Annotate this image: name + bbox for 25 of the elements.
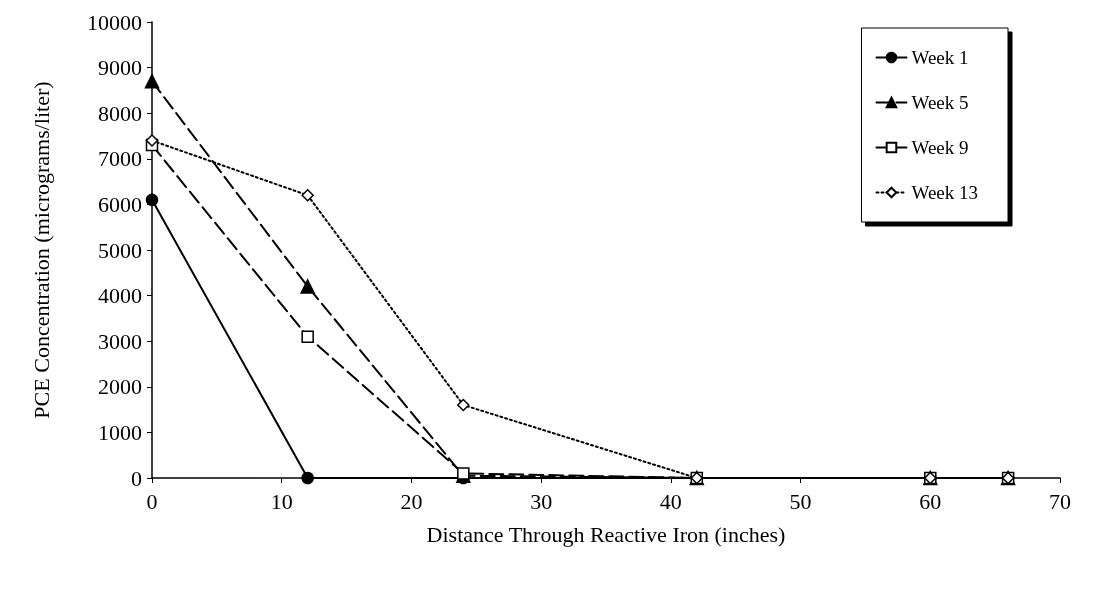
y-tick-label: 0 bbox=[131, 465, 142, 491]
y-tick-label: 8000 bbox=[98, 100, 142, 126]
x-tick-label: 70 bbox=[1049, 488, 1071, 514]
y-tick-label: 3000 bbox=[98, 328, 142, 354]
y-axis-title: PCE Concentration (micrograms/liter) bbox=[28, 81, 54, 419]
x-axis-title: Distance Through Reactive Iron (inches) bbox=[426, 521, 786, 547]
x-tick-label: 50 bbox=[789, 488, 812, 514]
y-tick-label: 2000 bbox=[98, 374, 142, 400]
y-tick-label: 4000 bbox=[98, 283, 142, 309]
x-tick-label: 40 bbox=[659, 488, 682, 514]
x-tick-label: 0 bbox=[146, 488, 158, 514]
x-tick-label: 30 bbox=[530, 488, 553, 514]
x-tick-label: 20 bbox=[400, 488, 423, 514]
x-tick-label: 60 bbox=[919, 488, 942, 514]
y-tick-label: 5000 bbox=[98, 237, 142, 263]
y-tick-label: 9000 bbox=[98, 55, 142, 81]
legend-label: Week 1 bbox=[911, 47, 969, 68]
y-tick-label: 10000 bbox=[87, 9, 142, 35]
legend-label: Week 5 bbox=[911, 92, 969, 113]
legend-label: Week 13 bbox=[911, 182, 978, 203]
legend-label: Week 9 bbox=[911, 137, 969, 158]
x-tick-label: 10 bbox=[270, 488, 293, 514]
y-tick-label: 6000 bbox=[98, 191, 142, 217]
y-tick-label: 1000 bbox=[98, 419, 142, 445]
y-tick-label: 7000 bbox=[98, 146, 142, 172]
